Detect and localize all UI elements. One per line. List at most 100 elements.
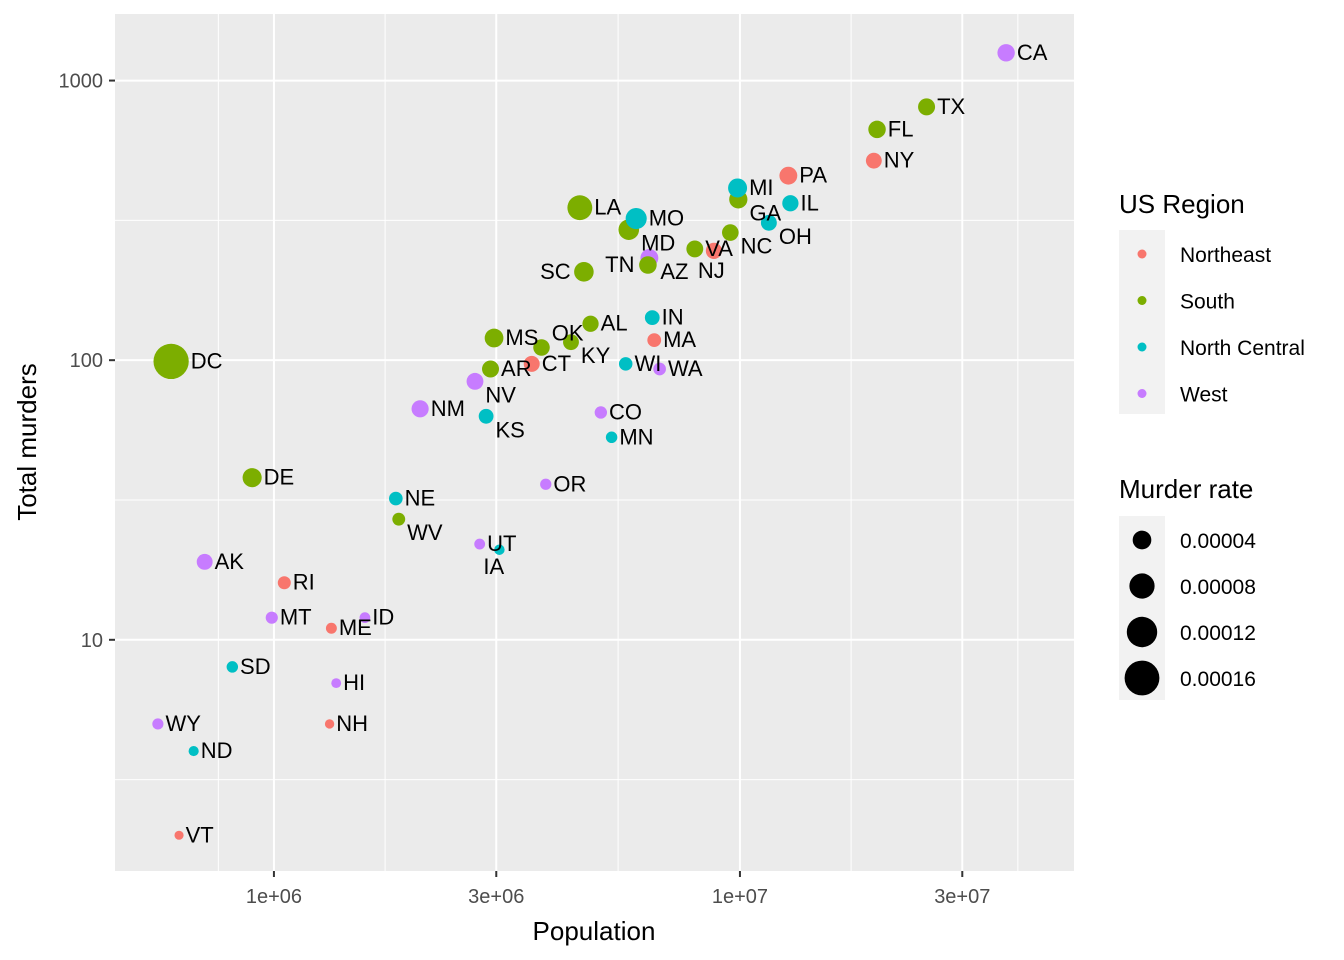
data-point-in bbox=[644, 310, 660, 325]
point-label-ct: CT bbox=[542, 351, 571, 376]
point-label-in: IN bbox=[662, 305, 684, 330]
point-label-wv: WV bbox=[407, 520, 443, 545]
data-point-pa bbox=[779, 166, 798, 185]
size-legend-title: Murder rate bbox=[1119, 474, 1253, 504]
point-label-hi: HI bbox=[343, 670, 365, 695]
color-legend: US Region Northeast South North Central Wes… bbox=[1119, 189, 1305, 414]
data-point-oh bbox=[760, 214, 777, 231]
x-axis: 1e+06 3e+06 1e+07 3e+07 bbox=[246, 871, 990, 908]
data-point-wv bbox=[392, 512, 406, 526]
legend-key-west bbox=[1137, 389, 1147, 398]
data-point-sc bbox=[574, 262, 594, 282]
point-label-il: IL bbox=[801, 190, 819, 215]
point-label-wi: WI bbox=[634, 351, 661, 376]
data-point-nj bbox=[705, 242, 722, 259]
data-point-ri bbox=[277, 576, 291, 590]
data-point-mn bbox=[605, 431, 618, 444]
data-point-co bbox=[594, 406, 608, 419]
data-point-ct bbox=[523, 355, 540, 372]
point-label-nm: NM bbox=[431, 396, 465, 421]
data-point-ut bbox=[474, 538, 486, 550]
point-label-mo: MO bbox=[649, 206, 684, 231]
point-label-ma: MA bbox=[663, 327, 696, 352]
legend-label-south: South bbox=[1180, 291, 1235, 314]
point-label-ri: RI bbox=[293, 570, 315, 595]
legend-label-west: West bbox=[1180, 384, 1228, 407]
point-label-ut: UT bbox=[487, 531, 516, 556]
point-label-nc: NC bbox=[741, 234, 773, 259]
point-label-tx: TX bbox=[937, 94, 965, 119]
size-legend: Murder rate 0.00004 0.00008 0.00012 0.00016 bbox=[1119, 474, 1256, 700]
point-label-sd: SD bbox=[240, 654, 271, 679]
data-point-id bbox=[359, 612, 371, 624]
legend-label-northeast: Northeast bbox=[1180, 244, 1271, 267]
point-label-tn: TN bbox=[605, 252, 634, 277]
data-point-al bbox=[582, 315, 599, 332]
data-point-ia bbox=[494, 544, 505, 555]
data-point-nv bbox=[466, 372, 484, 390]
data-point-nd bbox=[188, 746, 199, 757]
data-point-wi bbox=[618, 357, 633, 371]
legend-key-south bbox=[1137, 296, 1147, 305]
y-axis: 10 100 1000 bbox=[59, 71, 115, 652]
legend-label-north-central: North Central bbox=[1180, 337, 1305, 360]
data-point-me bbox=[325, 622, 337, 634]
data-point-tn bbox=[639, 256, 657, 274]
y-tick-label: 10 bbox=[81, 630, 103, 652]
data-point-la bbox=[567, 195, 593, 221]
color-legend-key-bg bbox=[1119, 230, 1165, 414]
point-label-ok: OK bbox=[552, 321, 584, 346]
point-label-or: OR bbox=[553, 471, 586, 496]
point-label-ak: AK bbox=[215, 549, 245, 574]
legend-key-north-central bbox=[1137, 342, 1147, 352]
size-legend-label: 0.00016 bbox=[1180, 668, 1256, 691]
point-label-md: MD bbox=[641, 231, 675, 256]
size-legend-label: 0.00012 bbox=[1180, 622, 1256, 645]
data-point-nm bbox=[411, 400, 429, 418]
data-point-vt bbox=[174, 830, 184, 840]
data-point-fl bbox=[868, 120, 886, 139]
data-point-mt bbox=[265, 611, 278, 624]
point-label-nd: ND bbox=[201, 738, 233, 763]
point-label-wy: WY bbox=[165, 711, 201, 736]
point-label-dc: DC bbox=[191, 348, 223, 373]
point-label-me: ME bbox=[339, 615, 372, 640]
point-label-la: LA bbox=[594, 195, 621, 220]
data-point-ks bbox=[478, 408, 494, 424]
point-label-vt: VT bbox=[186, 822, 214, 847]
point-label-id: ID bbox=[372, 605, 394, 630]
data-point-ky bbox=[563, 334, 579, 351]
point-label-ca: CA bbox=[1017, 40, 1048, 65]
x-tick-label: 1e+07 bbox=[712, 886, 768, 908]
point-label-ga: GA bbox=[749, 200, 781, 225]
data-point-va bbox=[686, 240, 704, 258]
data-points bbox=[152, 44, 1015, 840]
major-gridlines bbox=[115, 14, 1074, 871]
y-tick-label: 100 bbox=[70, 350, 103, 372]
data-point-nc bbox=[722, 224, 739, 241]
y-tick-label: 1000 bbox=[59, 71, 104, 93]
point-label-ia: IA bbox=[483, 554, 504, 579]
point-label-az: AZ bbox=[660, 259, 688, 284]
data-point-nh bbox=[324, 719, 335, 729]
point-label-mi: MI bbox=[749, 175, 773, 200]
size-legend-label: 0.00008 bbox=[1180, 576, 1256, 599]
point-label-mt: MT bbox=[280, 605, 312, 630]
point-label-sc: SC bbox=[540, 259, 571, 284]
legend-key-northeast bbox=[1137, 249, 1147, 259]
x-tick-label: 1e+06 bbox=[246, 886, 302, 908]
data-point-ms bbox=[484, 328, 504, 348]
size-legend-key bbox=[1126, 616, 1158, 648]
data-point-dc bbox=[153, 343, 189, 380]
data-point-mi bbox=[728, 178, 748, 198]
point-label-ny: NY bbox=[884, 148, 915, 173]
point-label-nj: NJ bbox=[698, 258, 725, 283]
point-label-ne: NE bbox=[405, 486, 436, 511]
point-label-pa: PA bbox=[799, 163, 827, 188]
size-legend-key bbox=[1124, 660, 1160, 696]
y-axis-title: Total murders bbox=[12, 363, 42, 521]
data-point-ar bbox=[482, 360, 500, 378]
point-label-ar: AR bbox=[501, 356, 532, 381]
